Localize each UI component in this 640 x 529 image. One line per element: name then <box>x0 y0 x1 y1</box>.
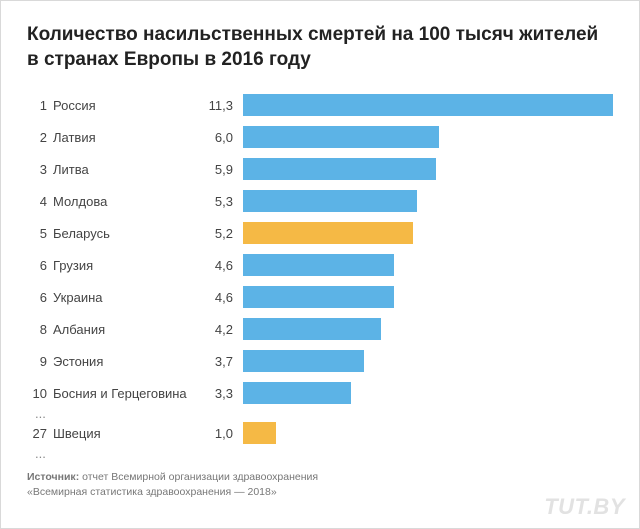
row-value: 5,3 <box>203 194 243 209</box>
chart-row: 2Латвия6,0 <box>27 122 613 152</box>
source-prefix: Источник: <box>27 471 79 483</box>
row-country: Украина <box>53 290 203 305</box>
chart-row: 8Албания4,2 <box>27 314 613 344</box>
chart-row: 1Россия11,3 <box>27 90 613 120</box>
row-rank: 27 <box>27 426 53 441</box>
bar-chart: 1Россия11,32Латвия6,03Литва5,94Молдова5,… <box>27 90 613 458</box>
bar-track <box>243 382 613 404</box>
row-rank: 6 <box>27 258 53 273</box>
row-rank: 9 <box>27 354 53 369</box>
ellipsis: ... <box>27 410 613 418</box>
ellipsis: ... <box>27 450 613 458</box>
bar <box>243 126 439 148</box>
row-country: Литва <box>53 162 203 177</box>
row-country: Швеция <box>53 426 203 441</box>
bar <box>243 350 364 372</box>
bar-track <box>243 222 613 244</box>
row-rank: 6 <box>27 290 53 305</box>
row-rank: 1 <box>27 98 53 113</box>
bar <box>243 158 436 180</box>
row-country: Грузия <box>53 258 203 273</box>
chart-row: 9Эстония3,7 <box>27 346 613 376</box>
bar-track <box>243 190 613 212</box>
chart-row: 27Швеция1,0 <box>27 418 613 448</box>
row-country: Босния и Герцеговина <box>53 386 203 401</box>
chart-row: 5Беларусь5,2 <box>27 218 613 248</box>
row-value: 4,6 <box>203 258 243 273</box>
row-rank: 5 <box>27 226 53 241</box>
row-value: 3,3 <box>203 386 243 401</box>
row-country: Молдова <box>53 194 203 209</box>
bar <box>243 94 613 116</box>
chart-row: 6Украина4,6 <box>27 282 613 312</box>
bar <box>243 286 394 308</box>
row-value: 5,9 <box>203 162 243 177</box>
chart-row: 10Босния и Герцеговина3,3 <box>27 378 613 408</box>
row-value: 4,2 <box>203 322 243 337</box>
row-country: Албания <box>53 322 203 337</box>
row-rank: 4 <box>27 194 53 209</box>
row-value: 3,7 <box>203 354 243 369</box>
bar <box>243 190 417 212</box>
chart-row: 4Молдова5,3 <box>27 186 613 216</box>
row-rank: 8 <box>27 322 53 337</box>
bar <box>243 222 413 244</box>
row-country: Эстония <box>53 354 203 369</box>
bar <box>243 422 276 444</box>
row-value: 5,2 <box>203 226 243 241</box>
source-line1: отчет Всемирной организации здравоохране… <box>82 471 318 483</box>
bar-track <box>243 158 613 180</box>
row-rank: 3 <box>27 162 53 177</box>
bar-track <box>243 286 613 308</box>
bar-track <box>243 350 613 372</box>
source-line2: «Всемирная статистика здравоохранения — … <box>27 486 277 498</box>
row-country: Россия <box>53 98 203 113</box>
row-country: Беларусь <box>53 226 203 241</box>
row-rank: 10 <box>27 386 53 401</box>
row-rank: 2 <box>27 130 53 145</box>
row-value: 6,0 <box>203 130 243 145</box>
bar-track <box>243 422 613 444</box>
row-value: 1,0 <box>203 426 243 441</box>
watermark: TUT.BY <box>544 494 625 520</box>
source-note: Источник: отчет Всемирной организации зд… <box>27 470 613 498</box>
row-value: 11,3 <box>203 98 243 113</box>
chart-row: 6Грузия4,6 <box>27 250 613 280</box>
bar-track <box>243 254 613 276</box>
row-value: 4,6 <box>203 290 243 305</box>
chart-row: 3Литва5,9 <box>27 154 613 184</box>
bar <box>243 382 351 404</box>
bar-track <box>243 94 613 116</box>
bar-track <box>243 318 613 340</box>
bar-track <box>243 126 613 148</box>
bar <box>243 254 394 276</box>
row-country: Латвия <box>53 130 203 145</box>
chart-card: Количество насильственных смертей на 100… <box>0 0 640 529</box>
chart-title: Количество насильственных смертей на 100… <box>27 23 613 72</box>
bar <box>243 318 381 340</box>
